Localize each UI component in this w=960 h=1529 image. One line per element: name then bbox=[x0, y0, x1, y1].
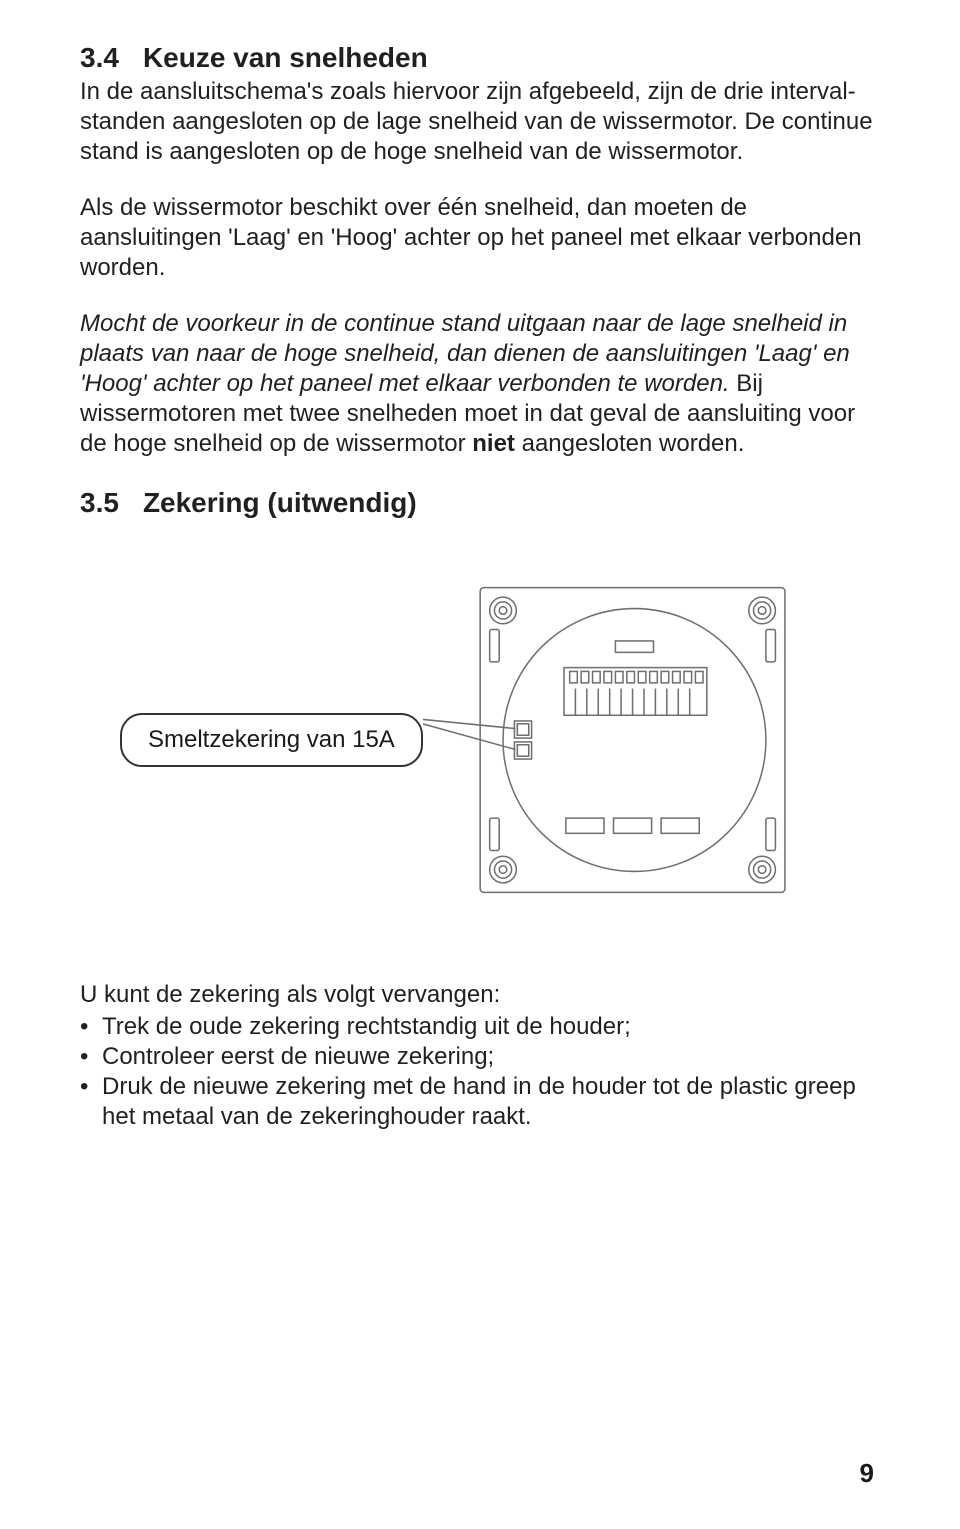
fuse-steps-list: Trek de oude zekering rechtstandig uit d… bbox=[80, 1012, 880, 1132]
para-3-4-3: Mocht de voorkeur in de continue stand u… bbox=[80, 309, 880, 459]
list-item: Controleer eerst de nieuwe zekering; bbox=[80, 1042, 880, 1072]
diagram-area: Smeltzekering van 15A bbox=[80, 570, 880, 910]
para-3-4-1: In de aansluitschema's zoals hiervoor zi… bbox=[80, 77, 880, 167]
para-3-4-2: Als de wissermotor beschikt over één sne… bbox=[80, 193, 880, 283]
section-number: 3.4 bbox=[80, 40, 119, 75]
page-number: 9 bbox=[860, 1457, 874, 1490]
section-3-4-heading: 3.4 Keuze van snelheden bbox=[80, 40, 880, 75]
fuse-panel-diagram bbox=[423, 570, 880, 910]
para-3-5-lead: U kunt de zekering als volgt vervangen: bbox=[80, 980, 880, 1010]
section-3-5-heading: 3.5 Zekering (uitwendig) bbox=[80, 485, 880, 520]
section-title: Zekering (uitwendig) bbox=[143, 487, 417, 518]
para-3-4-3-bold: niet bbox=[472, 430, 515, 457]
list-item: Druk de nieuwe zekering met de hand in d… bbox=[80, 1072, 880, 1132]
section-title: Keuze van snelheden bbox=[143, 42, 428, 73]
list-item: Trek de oude zekering rechtstandig uit d… bbox=[80, 1012, 880, 1042]
callout-label: Smeltzekering van 15A bbox=[120, 713, 423, 767]
section-number: 3.5 bbox=[80, 485, 119, 520]
para-3-4-3-end: aangesloten worden. bbox=[515, 430, 745, 457]
